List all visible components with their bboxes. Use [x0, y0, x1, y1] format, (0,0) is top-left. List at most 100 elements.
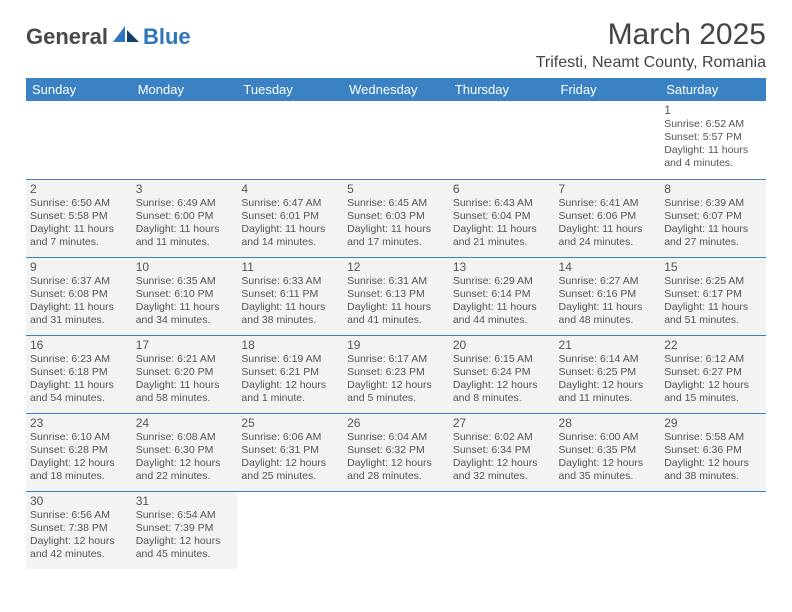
sunrise-line: Sunrise: 6:10 AM	[30, 431, 128, 444]
sunrise-line: Sunrise: 6:50 AM	[30, 197, 128, 210]
day-header: Friday	[555, 78, 661, 101]
calendar-cell: 1Sunrise: 6:52 AMSunset: 5:57 PMDaylight…	[660, 101, 766, 179]
day-number: 12	[347, 260, 445, 274]
daylight-line: Daylight: 12 hours and 5 minutes.	[347, 379, 445, 405]
calendar-cell: 2Sunrise: 6:50 AMSunset: 5:58 PMDaylight…	[26, 179, 132, 257]
calendar-cell: 15Sunrise: 6:25 AMSunset: 6:17 PMDayligh…	[660, 257, 766, 335]
calendar-cell: 8Sunrise: 6:39 AMSunset: 6:07 PMDaylight…	[660, 179, 766, 257]
sunrise-line: Sunrise: 6:21 AM	[136, 353, 234, 366]
sunset-line: Sunset: 6:07 PM	[664, 210, 762, 223]
calendar-cell: 11Sunrise: 6:33 AMSunset: 6:11 PMDayligh…	[237, 257, 343, 335]
sunset-line: Sunset: 6:27 PM	[664, 366, 762, 379]
header: General Blue March 2025 Trifesti, Neamt …	[26, 18, 766, 72]
daylight-line: Daylight: 12 hours and 22 minutes.	[136, 457, 234, 483]
calendar-row: 1Sunrise: 6:52 AMSunset: 5:57 PMDaylight…	[26, 101, 766, 179]
sunset-line: Sunset: 6:00 PM	[136, 210, 234, 223]
daylight-line: Daylight: 12 hours and 25 minutes.	[241, 457, 339, 483]
day-number: 26	[347, 416, 445, 430]
daylight-line: Daylight: 11 hours and 41 minutes.	[347, 301, 445, 327]
calendar-cell: 22Sunrise: 6:12 AMSunset: 6:27 PMDayligh…	[660, 335, 766, 413]
day-number: 25	[241, 416, 339, 430]
calendar-cell	[660, 491, 766, 569]
calendar-cell: 26Sunrise: 6:04 AMSunset: 6:32 PMDayligh…	[343, 413, 449, 491]
daylight-line: Daylight: 11 hours and 34 minutes.	[136, 301, 234, 327]
daylight-line: Daylight: 11 hours and 58 minutes.	[136, 379, 234, 405]
sunrise-line: Sunrise: 6:37 AM	[30, 275, 128, 288]
sunset-line: Sunset: 6:08 PM	[30, 288, 128, 301]
day-number: 23	[30, 416, 128, 430]
sunrise-line: Sunrise: 6:14 AM	[559, 353, 657, 366]
daylight-line: Daylight: 12 hours and 8 minutes.	[453, 379, 551, 405]
daylight-line: Daylight: 12 hours and 11 minutes.	[559, 379, 657, 405]
location: Trifesti, Neamt County, Romania	[536, 54, 766, 72]
sunset-line: Sunset: 5:57 PM	[664, 131, 762, 144]
sunrise-line: Sunrise: 6:39 AM	[664, 197, 762, 210]
day-header: Monday	[132, 78, 238, 101]
sunrise-line: Sunrise: 6:17 AM	[347, 353, 445, 366]
day-number: 31	[136, 494, 234, 508]
sunrise-line: Sunrise: 6:23 AM	[30, 353, 128, 366]
day-number: 18	[241, 338, 339, 352]
day-number: 10	[136, 260, 234, 274]
daylight-line: Daylight: 12 hours and 45 minutes.	[136, 535, 234, 561]
brand-part1: General	[26, 24, 108, 50]
calendar-cell	[26, 101, 132, 179]
daylight-line: Daylight: 11 hours and 27 minutes.	[664, 223, 762, 249]
day-number: 4	[241, 182, 339, 196]
calendar-cell: 29Sunrise: 5:58 AMSunset: 6:36 PMDayligh…	[660, 413, 766, 491]
day-header-row: SundayMondayTuesdayWednesdayThursdayFrid…	[26, 78, 766, 101]
calendar-row: 9Sunrise: 6:37 AMSunset: 6:08 PMDaylight…	[26, 257, 766, 335]
day-number: 20	[453, 338, 551, 352]
sunset-line: Sunset: 6:10 PM	[136, 288, 234, 301]
sunrise-line: Sunrise: 6:43 AM	[453, 197, 551, 210]
day-number: 16	[30, 338, 128, 352]
sunrise-line: Sunrise: 6:06 AM	[241, 431, 339, 444]
daylight-line: Daylight: 12 hours and 38 minutes.	[664, 457, 762, 483]
sunset-line: Sunset: 6:18 PM	[30, 366, 128, 379]
calendar-cell: 6Sunrise: 6:43 AMSunset: 6:04 PMDaylight…	[449, 179, 555, 257]
daylight-line: Daylight: 12 hours and 18 minutes.	[30, 457, 128, 483]
calendar-cell	[343, 491, 449, 569]
day-number: 19	[347, 338, 445, 352]
brand-part2: Blue	[143, 24, 191, 50]
calendar-cell: 25Sunrise: 6:06 AMSunset: 6:31 PMDayligh…	[237, 413, 343, 491]
sunrise-line: Sunrise: 6:56 AM	[30, 509, 128, 522]
sunset-line: Sunset: 6:31 PM	[241, 444, 339, 457]
calendar-cell	[343, 101, 449, 179]
daylight-line: Daylight: 12 hours and 1 minute.	[241, 379, 339, 405]
calendar-cell	[555, 101, 661, 179]
calendar-cell: 3Sunrise: 6:49 AMSunset: 6:00 PMDaylight…	[132, 179, 238, 257]
sunset-line: Sunset: 6:14 PM	[453, 288, 551, 301]
day-number: 27	[453, 416, 551, 430]
calendar-cell: 7Sunrise: 6:41 AMSunset: 6:06 PMDaylight…	[555, 179, 661, 257]
sunset-line: Sunset: 6:20 PM	[136, 366, 234, 379]
day-number: 8	[664, 182, 762, 196]
daylight-line: Daylight: 12 hours and 32 minutes.	[453, 457, 551, 483]
daylight-line: Daylight: 11 hours and 17 minutes.	[347, 223, 445, 249]
sunrise-line: Sunrise: 6:45 AM	[347, 197, 445, 210]
day-number: 30	[30, 494, 128, 508]
sunset-line: Sunset: 6:13 PM	[347, 288, 445, 301]
sunset-line: Sunset: 6:36 PM	[664, 444, 762, 457]
sunrise-line: Sunrise: 5:58 AM	[664, 431, 762, 444]
calendar-cell	[555, 491, 661, 569]
sunrise-line: Sunrise: 6:08 AM	[136, 431, 234, 444]
calendar-cell	[449, 101, 555, 179]
sunrise-line: Sunrise: 6:35 AM	[136, 275, 234, 288]
calendar-cell: 18Sunrise: 6:19 AMSunset: 6:21 PMDayligh…	[237, 335, 343, 413]
sunrise-line: Sunrise: 6:49 AM	[136, 197, 234, 210]
sunset-line: Sunset: 6:16 PM	[559, 288, 657, 301]
calendar-cell: 5Sunrise: 6:45 AMSunset: 6:03 PMDaylight…	[343, 179, 449, 257]
sunset-line: Sunset: 6:01 PM	[241, 210, 339, 223]
calendar-cell: 20Sunrise: 6:15 AMSunset: 6:24 PMDayligh…	[449, 335, 555, 413]
sunrise-line: Sunrise: 6:12 AM	[664, 353, 762, 366]
sunset-line: Sunset: 6:23 PM	[347, 366, 445, 379]
sunrise-line: Sunrise: 6:31 AM	[347, 275, 445, 288]
calendar-cell: 17Sunrise: 6:21 AMSunset: 6:20 PMDayligh…	[132, 335, 238, 413]
day-number: 6	[453, 182, 551, 196]
calendar-cell: 12Sunrise: 6:31 AMSunset: 6:13 PMDayligh…	[343, 257, 449, 335]
calendar-cell: 19Sunrise: 6:17 AMSunset: 6:23 PMDayligh…	[343, 335, 449, 413]
day-number: 5	[347, 182, 445, 196]
calendar-cell: 10Sunrise: 6:35 AMSunset: 6:10 PMDayligh…	[132, 257, 238, 335]
sunset-line: Sunset: 6:21 PM	[241, 366, 339, 379]
